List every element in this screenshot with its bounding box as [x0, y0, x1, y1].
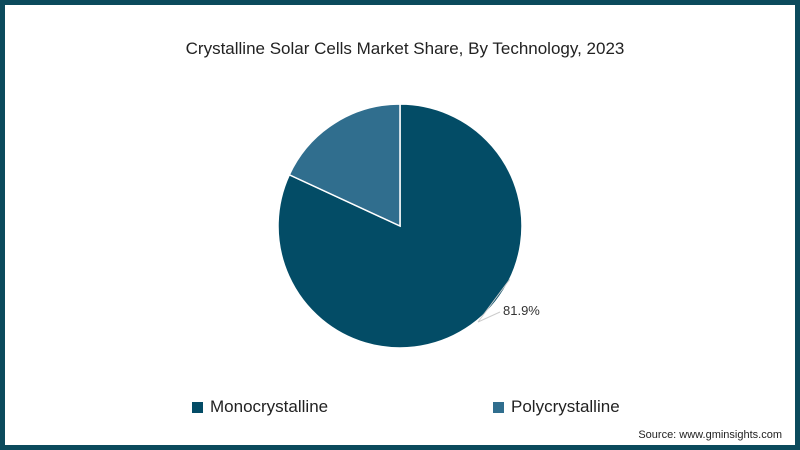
legend-label-monocrystalline: Monocrystalline — [210, 397, 329, 416]
data-label-monocrystalline: 81.9% — [503, 303, 540, 318]
legend-item-polycrystalline: Polycrystalline — [493, 397, 620, 417]
source-note: Source: www.gminsights.com — [638, 429, 782, 441]
legend-item-monocrystalline: Monocrystalline — [192, 397, 328, 417]
label-leader-line — [477, 279, 511, 323]
pie-slice-polycrystalline — [288, 103, 401, 228]
legend-swatch-polycrystalline — [493, 401, 504, 413]
chart-title: Crystalline Solar Cells Market Share, By… — [185, 39, 625, 58]
legend-swatch-monocrystalline — [192, 401, 203, 413]
legend-label-polycrystalline: Polycrystalline — [511, 397, 620, 416]
